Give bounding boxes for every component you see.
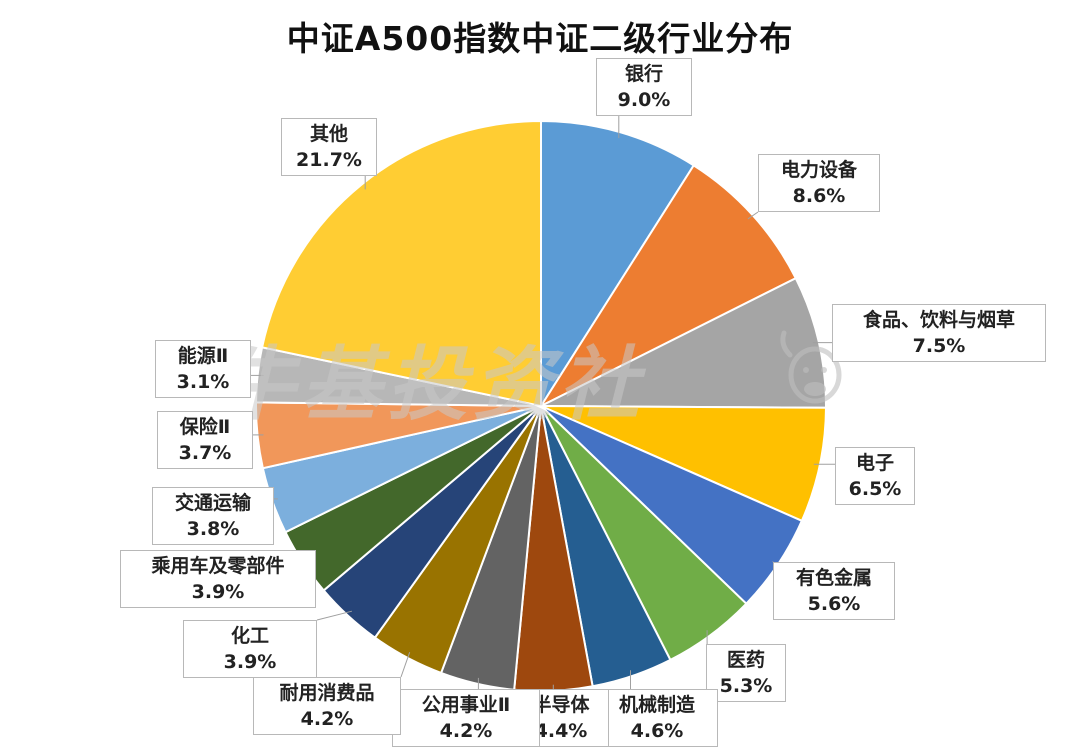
slice-callout: 医药 5.3% [706,644,786,702]
slice-callout: 电力设备 8.6% [758,154,880,212]
leader-lines [251,116,835,689]
slice-label: 食品、饮料与烟草 [862,309,1015,331]
slice-value: 3.9% [191,581,245,603]
slice-callout: 食品、饮料与烟草 7.5% [832,304,1046,362]
slice-callout: 乘用车及零部件 3.9% [120,550,316,608]
slice-callout: 化工 3.9% [183,620,317,678]
slice-label: 能源Ⅱ [177,345,229,367]
slice-callout: 能源Ⅱ 3.1% [155,340,251,398]
slice-callout: 交通运输 3.8% [152,487,274,545]
slice-value: 4.2% [300,708,354,730]
leader-line [747,211,759,220]
slice-value: 5.3% [719,675,773,697]
slice-value: 3.9% [223,651,277,673]
pie-slice [538,163,798,409]
slice-value: 7.5% [912,335,966,357]
slice-value: 3.7% [178,442,232,464]
slice-callout: 公用事业Ⅱ 4.2% [392,689,540,747]
slice-value: 3.1% [176,371,230,393]
slice-value: 9.0% [617,89,671,111]
pie-slices [255,119,827,693]
pie-slice [540,119,696,410]
slice-label: 医药 [726,649,765,671]
pie-slice [260,119,542,408]
slice-label: 机械制造 [618,694,695,716]
slice-callout: 机械制造 4.6% [596,689,718,747]
slice-value: 3.8% [186,518,240,540]
slice-label: 其他 [309,123,348,145]
slice-value: 4.6% [630,720,684,742]
slice-value: 8.6% [792,185,846,207]
slice-value: 4.4% [534,720,588,742]
slice-label: 银行 [624,63,663,85]
slice-callout: 电子 6.5% [835,447,915,505]
slice-value: 5.6% [807,593,861,615]
slice-callout: 其他 21.7% [281,118,377,176]
leader-line [400,652,411,678]
slice-label: 交通运输 [174,492,251,514]
slice-callout: 耐用消费品 4.2% [253,677,401,735]
slice-label: 保险Ⅱ [179,416,231,438]
slice-label: 电力设备 [780,159,857,181]
slice-value: 4.2% [439,720,493,742]
chart-title: 中证A500指数中证二级行业分布 [286,19,794,58]
slice-callout: 有色金属 5.6% [773,562,895,620]
slice-value: 6.5% [848,478,902,500]
leader-line [316,610,353,621]
pie-slice [540,405,827,523]
slice-value: 21.7% [296,149,362,171]
slice-label: 半导体 [532,694,590,716]
slice-label: 耐用消费品 [279,682,375,704]
watermark-text: 牛基投资社 [215,338,645,431]
slice-label: 化工 [230,625,269,647]
pie-slice [540,276,827,409]
slice-callout: 银行 9.0% [596,58,692,116]
slice-label: 乘用车及零部件 [151,555,285,577]
slice-label: 有色金属 [795,567,872,589]
slice-callout: 保险Ⅱ 3.7% [157,411,253,469]
slice-label: 公用事业Ⅱ [421,694,511,716]
slice-label: 电子 [855,452,894,474]
